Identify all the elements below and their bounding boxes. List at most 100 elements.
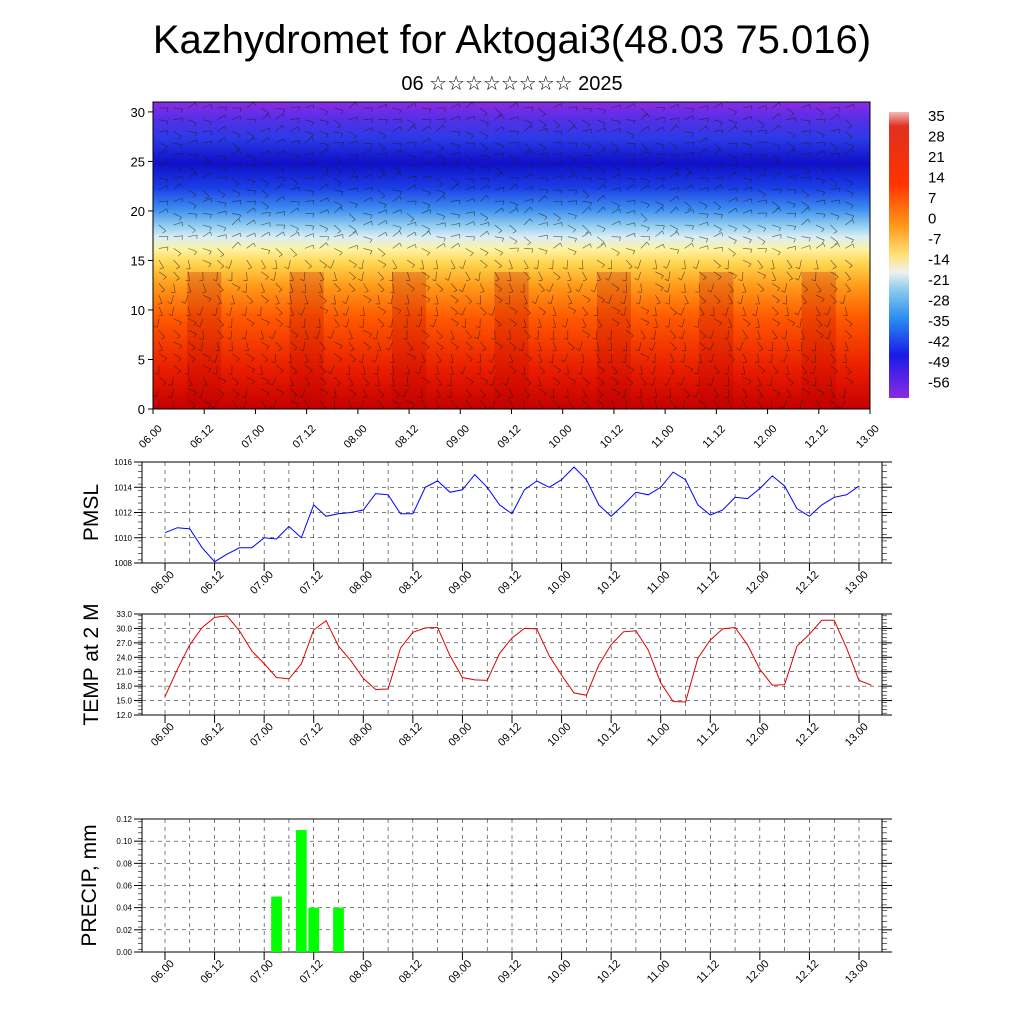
x-tick-label: 06.00 bbox=[149, 958, 177, 986]
colorbar-label: 14 bbox=[928, 170, 945, 187]
x-tick-label: 07.00 bbox=[248, 721, 276, 749]
colorbar-label: -28 bbox=[928, 293, 950, 310]
x-tick-label: 06.00 bbox=[149, 721, 177, 749]
x-tick-label: 08.00 bbox=[347, 958, 375, 986]
series-line bbox=[164, 615, 872, 703]
x-tick-label: 10.12 bbox=[595, 569, 623, 597]
x-tick-label: 11.00 bbox=[645, 958, 672, 985]
x-tick-label: 09.00 bbox=[446, 721, 474, 749]
heatmap-x-label: 07.00 bbox=[239, 423, 267, 451]
x-tick-label: 10.12 bbox=[595, 958, 623, 986]
x-tick-label: 13.00 bbox=[843, 721, 871, 749]
heatmap-x-label: 06.12 bbox=[188, 423, 216, 451]
colorbar-label: 28 bbox=[928, 129, 945, 146]
heatmap-y-label: 5 bbox=[138, 352, 145, 367]
x-tick-label: 08.00 bbox=[347, 569, 375, 597]
heatmap-y-label: 25 bbox=[131, 154, 145, 169]
x-tick-label: 07.00 bbox=[248, 958, 276, 986]
precip-bar bbox=[333, 907, 344, 952]
heatmap-x-label: 12.12 bbox=[803, 423, 831, 451]
y-axis-title: PRECIP, mm bbox=[78, 824, 101, 946]
x-tick-label: 06.12 bbox=[198, 721, 226, 749]
x-tick-label: 12.12 bbox=[793, 721, 821, 749]
x-tick-label: 06.12 bbox=[198, 569, 226, 597]
x-tick-label: 06.12 bbox=[198, 958, 226, 986]
temperature-field bbox=[153, 102, 870, 409]
chart-subtitle: 06 ☆☆☆☆☆☆☆☆ 2025 bbox=[401, 73, 623, 95]
y-tick-label: 1008 bbox=[114, 559, 132, 568]
colorbar-label: -49 bbox=[928, 354, 950, 371]
x-tick-label: 11.00 bbox=[645, 569, 672, 596]
x-tick-label: 12.12 bbox=[793, 569, 821, 597]
x-tick-label: 09.12 bbox=[496, 958, 524, 986]
colorbar-label: 0 bbox=[928, 211, 936, 228]
heatmap-y-label: 30 bbox=[131, 105, 145, 120]
x-tick-label: 12.00 bbox=[744, 958, 772, 986]
precip-bar bbox=[271, 896, 282, 952]
x-tick-label: 11.12 bbox=[694, 721, 721, 748]
y-tick-label: 24.0 bbox=[116, 653, 132, 662]
x-tick-label: 07.12 bbox=[298, 958, 326, 986]
y-tick-label: 0.10 bbox=[116, 837, 132, 846]
heatmap-x-label: 13.00 bbox=[854, 423, 882, 451]
colorbar-label: 35 bbox=[928, 108, 945, 125]
chart-title: Kazhydromet for Aktogai3(48.03 75.016) bbox=[152, 18, 872, 62]
y-tick-label: 27.0 bbox=[116, 639, 132, 648]
x-tick-label: 07.00 bbox=[248, 569, 276, 597]
wind-barbs bbox=[152, 101, 855, 410]
heatmap-x-label: 11.12 bbox=[701, 423, 728, 450]
warm-band bbox=[801, 272, 836, 409]
y-tick-label: 21.0 bbox=[116, 668, 132, 677]
warm-band bbox=[289, 272, 324, 409]
y-tick-label: 0.00 bbox=[116, 948, 132, 957]
heatmap-x-label: 08.12 bbox=[393, 423, 421, 451]
x-tick-label: 10.00 bbox=[545, 721, 573, 749]
heatmap-x-label: 10.00 bbox=[547, 423, 575, 451]
y-tick-label: 12.0 bbox=[116, 711, 132, 720]
x-tick-label: 09.00 bbox=[446, 958, 474, 986]
heatmap-x-label: 06.00 bbox=[137, 423, 165, 451]
heatmap-x-label: 07.12 bbox=[291, 423, 319, 451]
x-tick-label: 12.00 bbox=[744, 569, 772, 597]
heatmap-y-label: 20 bbox=[131, 204, 145, 219]
y-tick-label: 1016 bbox=[114, 458, 132, 467]
y-tick-label: 18.0 bbox=[116, 682, 132, 691]
y-tick-label: 0.12 bbox=[116, 815, 132, 824]
colorbar bbox=[889, 112, 909, 398]
heatmap-x-label: 09.12 bbox=[495, 423, 523, 451]
warm-band bbox=[187, 272, 222, 409]
x-tick-label: 13.00 bbox=[843, 958, 871, 986]
x-tick-label: 11.12 bbox=[694, 958, 721, 985]
x-tick-label: 07.12 bbox=[298, 569, 326, 597]
y-tick-label: 0.02 bbox=[116, 926, 132, 935]
x-tick-label: 13.00 bbox=[843, 569, 871, 597]
y-tick-label: 30.0 bbox=[116, 624, 132, 633]
warm-band bbox=[494, 272, 529, 409]
colorbar-label: 7 bbox=[928, 190, 936, 207]
y-axis-title: PMSL bbox=[80, 484, 103, 541]
y-tick-label: 1010 bbox=[114, 534, 132, 543]
y-axis-title: TEMP at 2 M bbox=[80, 603, 103, 725]
x-tick-label: 09.00 bbox=[446, 569, 474, 597]
heatmap-y-label: 10 bbox=[131, 303, 145, 318]
y-tick-label: 33.0 bbox=[116, 610, 132, 619]
x-tick-label: 08.12 bbox=[397, 721, 425, 749]
x-tick-label: 11.00 bbox=[645, 721, 672, 748]
x-tick-label: 10.00 bbox=[545, 569, 573, 597]
y-tick-label: 15.0 bbox=[116, 697, 132, 706]
x-tick-label: 08.00 bbox=[347, 721, 375, 749]
x-tick-label: 07.12 bbox=[298, 721, 326, 749]
y-tick-label: 0.04 bbox=[116, 904, 132, 913]
heatmap-x-label: 09.00 bbox=[444, 423, 472, 451]
x-tick-label: 09.12 bbox=[496, 569, 524, 597]
colorbar-label: -21 bbox=[928, 272, 950, 289]
colorbar-label: -42 bbox=[928, 334, 950, 351]
warm-band bbox=[392, 272, 427, 409]
x-tick-label: 11.12 bbox=[694, 569, 721, 596]
y-tick-label: 0.06 bbox=[116, 882, 132, 891]
warm-band bbox=[596, 272, 631, 409]
x-tick-label: 08.12 bbox=[397, 958, 425, 986]
heatmap-x-label: 10.12 bbox=[598, 423, 626, 451]
colorbar-label: -7 bbox=[928, 231, 941, 248]
